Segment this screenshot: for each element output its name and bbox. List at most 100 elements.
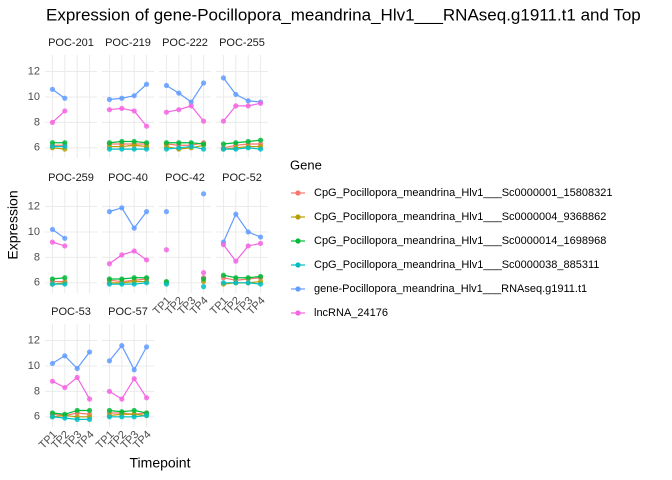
series-line (109, 414, 147, 418)
data-point (74, 374, 80, 381)
data-point (119, 105, 125, 112)
data-point (106, 146, 113, 152)
data-point (163, 82, 170, 89)
legend-key-point (295, 238, 301, 244)
data-point (233, 211, 239, 217)
data-point (106, 281, 113, 287)
y-tick-label: 12 (28, 65, 40, 77)
y-tick-label: 6 (34, 411, 40, 423)
panel-title: POC-201 (48, 37, 94, 49)
data-point (119, 281, 125, 287)
data-point (106, 414, 113, 420)
data-point (49, 360, 56, 367)
data-point (233, 91, 239, 98)
data-point (131, 275, 137, 281)
y-tick-label: 8 (34, 385, 40, 397)
data-point (62, 411, 68, 417)
data-point (62, 281, 68, 287)
series-line (52, 351, 91, 370)
series-line (166, 142, 204, 146)
data-point (131, 376, 137, 382)
y-tick-label: 10 (28, 360, 40, 372)
series-line (223, 274, 261, 279)
data-point (74, 365, 80, 372)
panel-title: POC-222 (162, 37, 208, 49)
data-point (119, 95, 125, 101)
data-point (220, 242, 227, 248)
data-point (62, 235, 68, 241)
data-point (233, 146, 239, 152)
data-point (220, 146, 227, 152)
series-line (223, 139, 261, 145)
data-point (176, 145, 182, 151)
y-tick-label: 10 (28, 226, 40, 238)
legend-key-point (295, 310, 301, 316)
data-point (257, 240, 264, 247)
data-point (86, 407, 93, 414)
data-point (131, 407, 137, 414)
y-tick-label: 8 (34, 116, 40, 128)
data-point (74, 407, 80, 414)
series-line (109, 107, 148, 127)
data-point (49, 276, 56, 282)
data-point (131, 142, 137, 148)
data-point (257, 273, 264, 280)
data-point (233, 275, 239, 281)
data-point (106, 407, 113, 414)
y-tick-label: 6 (34, 142, 40, 154)
series-line (223, 145, 261, 150)
data-point (143, 412, 150, 419)
data-point (131, 108, 137, 114)
data-point (86, 416, 93, 422)
data-point (143, 280, 150, 286)
panel-title: POC-42 (165, 172, 205, 184)
series-line (109, 207, 148, 230)
data-point (200, 284, 207, 290)
panel-title: POC-53 (51, 306, 91, 318)
panel-title: POC-219 (105, 37, 151, 49)
series-line (52, 414, 90, 418)
legend-title: Gene (290, 157, 322, 172)
series-line (223, 143, 261, 149)
data-point (257, 234, 264, 240)
data-point (119, 343, 125, 349)
data-point (119, 414, 125, 420)
data-point (143, 275, 150, 281)
data-point (200, 276, 207, 282)
legend-label: CpG_Pocillopora_meandrina_Hlv1___Sc00000… (314, 211, 606, 223)
data-point (200, 141, 207, 147)
data-point (119, 409, 125, 415)
legend-label: CpG_Pocillopora_meandrina_Hlv1___Sc00000… (314, 235, 606, 247)
data-point (188, 99, 194, 105)
series-line (109, 409, 147, 414)
data-point (62, 415, 68, 421)
data-point (106, 261, 113, 267)
legend-label: gene-Pocillopora_meandrina_Hlv1___RNAseq… (314, 283, 587, 295)
data-point (49, 239, 56, 245)
data-point (143, 395, 150, 401)
legend-key-point (295, 214, 301, 220)
legend-label: lncRNA_24176 (314, 307, 388, 319)
data-point (200, 270, 207, 276)
data-point (106, 140, 113, 146)
data-point (143, 257, 150, 263)
data-point (143, 209, 150, 215)
panel-title: POC-57 (108, 306, 148, 318)
data-point (49, 143, 56, 150)
data-point (49, 281, 56, 287)
x-axis-title: Timepoint (130, 455, 191, 471)
series-line (166, 105, 205, 122)
data-point (163, 209, 170, 215)
data-point (86, 349, 93, 355)
data-point (49, 119, 56, 125)
data-point (245, 275, 251, 281)
series-line (223, 147, 261, 150)
data-point (49, 414, 56, 420)
legend-label: CpG_Pocillopora_meandrina_Hlv1___Sc00000… (314, 187, 612, 199)
data-point (176, 140, 182, 146)
data-point (106, 276, 113, 282)
legend-key-point (295, 286, 301, 292)
y-tick-label: 8 (34, 251, 40, 263)
data-point (106, 358, 113, 364)
data-point (119, 205, 125, 211)
